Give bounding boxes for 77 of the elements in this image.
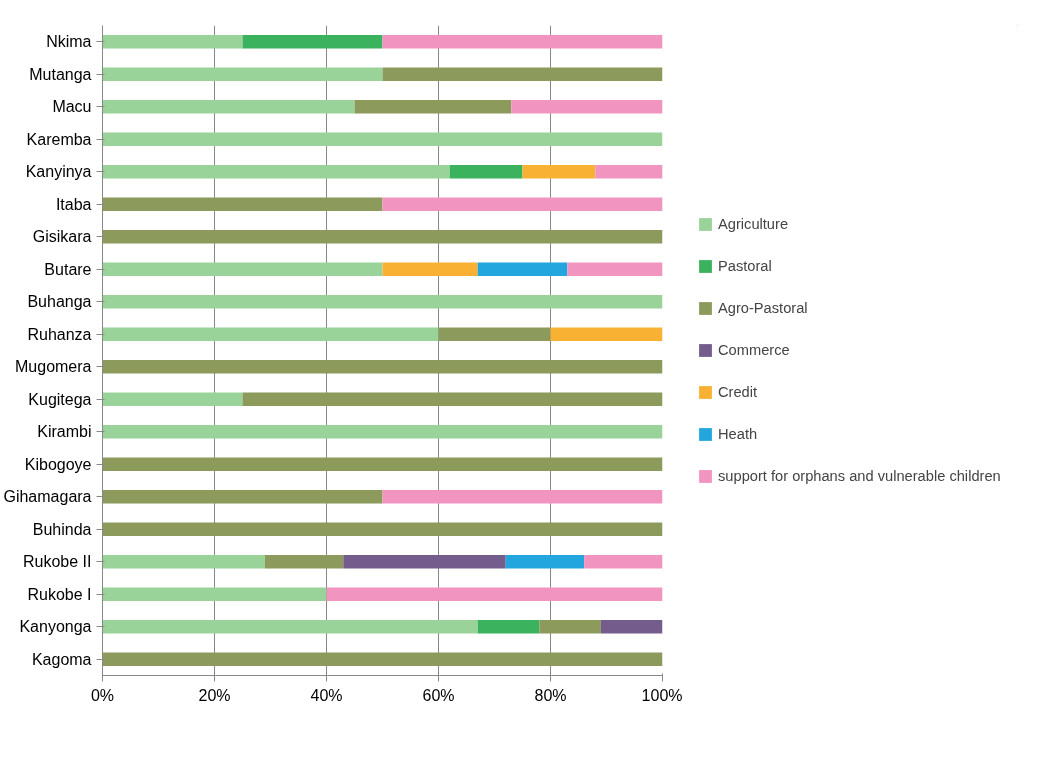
y-tick-label: Buhinda — [32, 520, 92, 538]
bar — [102, 67, 383, 82]
bar — [264, 554, 344, 569]
bar — [326, 587, 663, 602]
bar — [102, 392, 243, 407]
y-tick-label: Kanyonga — [19, 618, 92, 636]
legend-label: Credit — [718, 384, 758, 400]
y-tick-label: Karemba — [26, 130, 92, 148]
x-tick-label: 0% — [90, 686, 115, 704]
bar — [102, 424, 663, 439]
bar — [102, 132, 663, 147]
bar — [102, 522, 663, 537]
bar — [102, 457, 663, 472]
bar — [102, 229, 663, 244]
bar — [550, 327, 663, 342]
bar — [102, 294, 663, 309]
y-tick-label: Gisikara — [32, 228, 92, 246]
y-tick-label: Rukobe I — [27, 585, 92, 603]
bar — [438, 327, 551, 342]
bar — [382, 67, 663, 82]
y-tick-label: Buhanga — [27, 293, 92, 311]
y-tick-label: Mugomera — [15, 358, 92, 376]
bar — [102, 197, 383, 212]
y-tick-label: Kagoma — [31, 650, 92, 668]
bar — [382, 197, 663, 212]
y-tick-label: Butare — [44, 260, 92, 278]
y-tick-label: Rukobe II — [23, 553, 92, 571]
bar — [382, 34, 663, 49]
legend-label: support for orphans and vulnerable children — [718, 468, 1001, 484]
legend-label: Agriculture — [718, 216, 789, 232]
bar — [382, 262, 478, 277]
bar — [343, 554, 506, 569]
bar — [539, 619, 601, 634]
bar — [102, 359, 663, 374]
y-tick-label: Nkima — [46, 33, 92, 51]
x-tick-label: 100% — [641, 686, 683, 704]
x-tick-label: 20% — [198, 686, 231, 704]
bar — [595, 164, 663, 179]
y-tick-label: Mutanga — [29, 65, 92, 83]
x-tick-label: 80% — [534, 686, 567, 704]
x-tick-label: 60% — [422, 686, 455, 704]
bar — [102, 262, 383, 277]
y-tick-label: Ruhanza — [27, 325, 92, 343]
y-tick-label: Kanyinya — [25, 163, 92, 181]
y-tick-label: Kugitega — [28, 390, 92, 408]
bar — [584, 554, 663, 569]
y-tick-label: Gihamagara — [3, 488, 92, 506]
bar — [102, 652, 663, 667]
bar — [242, 34, 383, 49]
x-tick-label: 40% — [310, 686, 343, 704]
bar — [382, 489, 663, 504]
bar — [477, 619, 540, 634]
legend-label: Heath — [718, 426, 758, 442]
legend-label: Pastoral — [718, 258, 772, 274]
bar — [477, 262, 568, 277]
y-tick-label: Kibogoye — [24, 455, 92, 473]
bar — [102, 554, 265, 569]
bar — [102, 489, 383, 504]
bar — [102, 99, 355, 114]
y-tick-label: Itaba — [55, 195, 92, 213]
y-tick-label: Macu — [52, 98, 92, 116]
bar — [522, 164, 596, 179]
bar — [102, 34, 243, 49]
bar — [505, 554, 585, 569]
bar — [600, 619, 663, 634]
bar — [449, 164, 523, 179]
bar — [102, 164, 450, 179]
bar — [242, 392, 663, 407]
bar — [102, 327, 439, 342]
bar — [511, 99, 663, 114]
y-tick-label: Kirambi — [37, 423, 92, 441]
legend-label: Agro-Pastoral — [718, 300, 808, 316]
legend-label: Commerce — [718, 342, 790, 358]
bar — [102, 619, 478, 634]
bar — [567, 262, 663, 277]
bar — [354, 99, 512, 114]
bar — [102, 587, 327, 602]
